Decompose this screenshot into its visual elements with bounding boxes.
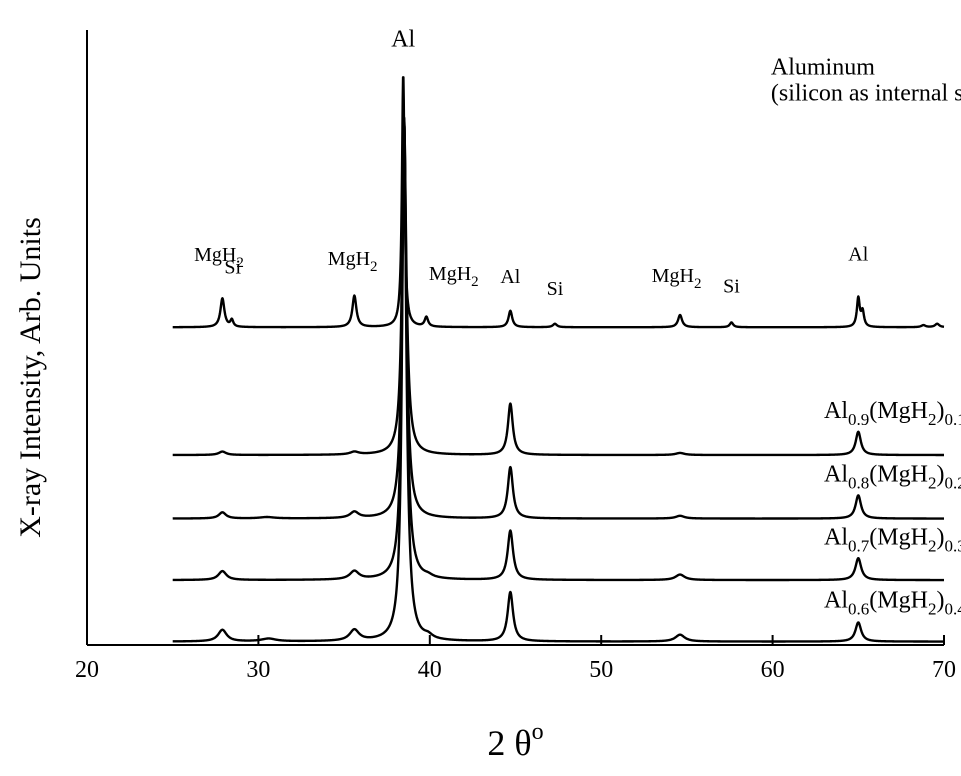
peak-label: MgH2 bbox=[652, 265, 702, 292]
peak-label: Si bbox=[723, 275, 740, 297]
series-group bbox=[171, 76, 945, 643]
x-axis-title-degree: o bbox=[532, 719, 544, 745]
x-axis-title-main: 2 θ bbox=[487, 723, 531, 763]
series-label-4: Al0.6(MgH2)0.4 bbox=[824, 587, 961, 618]
x-axis-title: 2 θo bbox=[487, 719, 543, 763]
peak-label: Si bbox=[224, 256, 241, 278]
x-tick-label: 60 bbox=[761, 657, 785, 683]
x-tick-label: 50 bbox=[589, 657, 613, 683]
peak-label: Si bbox=[547, 278, 564, 300]
peak-label: Al bbox=[391, 26, 415, 52]
x-tick-label: 20 bbox=[75, 657, 99, 683]
series-line-0 bbox=[171, 76, 945, 329]
series-line-4 bbox=[171, 117, 945, 643]
series-line-3 bbox=[171, 119, 945, 582]
series-labels: Al0.9(MgH2)0.1 Al0.8(MgH2)0.2 Al0.7(MgH2)0… bbox=[824, 398, 961, 618]
y-axis-title: X-ray Intensity, Arb. Units bbox=[14, 217, 47, 538]
x-tick-label: 40 bbox=[418, 657, 442, 683]
series-label-2: Al0.8(MgH2)0.2 bbox=[824, 462, 961, 493]
x-tick-label: 30 bbox=[246, 657, 270, 683]
peak-label: MgH2 bbox=[328, 248, 378, 275]
peak-label: MgH2 bbox=[429, 263, 479, 290]
series-line-1 bbox=[171, 121, 945, 457]
reference-label-line2: (silicon as internal standard) bbox=[771, 80, 961, 106]
series-label-1: Al0.9(MgH2)0.1 bbox=[824, 398, 961, 429]
series-line-2 bbox=[171, 116, 945, 520]
series-label-3: Al0.7(MgH2)0.3 bbox=[824, 525, 961, 556]
reference-label-line1: Aluminum bbox=[771, 54, 875, 80]
peak-label: MgH2 bbox=[194, 244, 244, 271]
peak-label: Al bbox=[500, 266, 520, 288]
x-tick-label: 70 bbox=[932, 657, 956, 683]
x-ticks: 20 30 40 50 60 70 bbox=[75, 635, 956, 683]
peak-label: Al bbox=[848, 243, 868, 265]
